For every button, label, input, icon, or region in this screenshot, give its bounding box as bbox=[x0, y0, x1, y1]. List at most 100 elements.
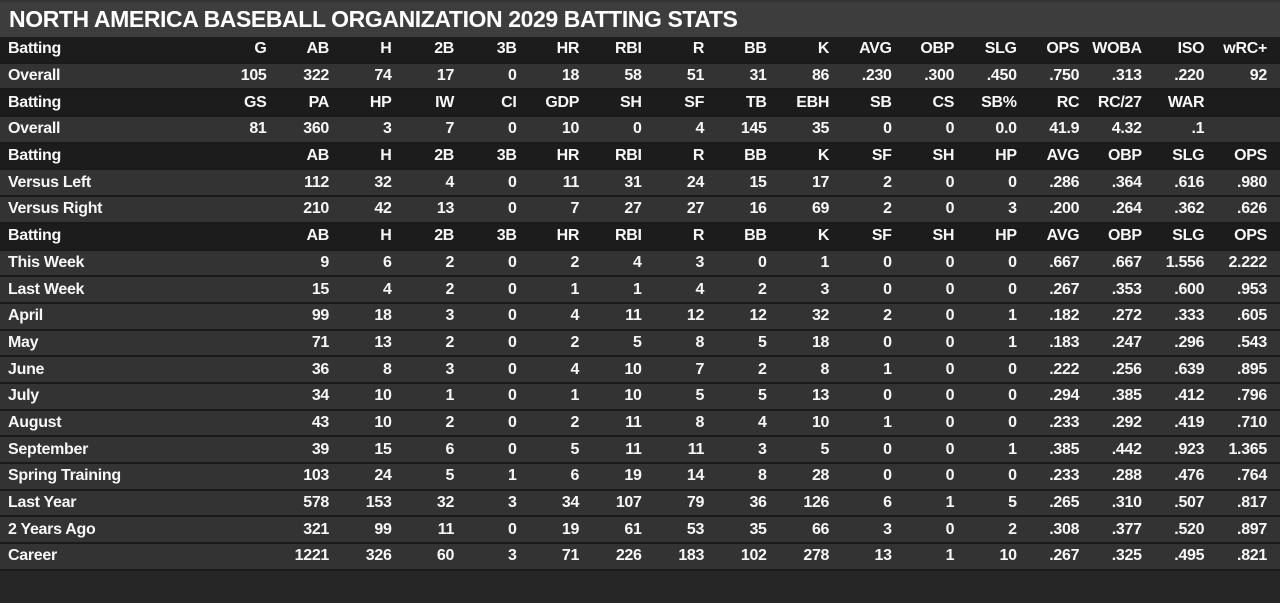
row-label: May bbox=[0, 329, 217, 358]
column-header: GDP bbox=[529, 89, 593, 118]
stat-cell: .442 bbox=[1092, 436, 1155, 464]
stat-cell: 10 bbox=[592, 382, 655, 411]
table-row: July 34 10 1 0 1 10 5 5 13 0 0 0.294.385.412.796 bbox=[0, 382, 1280, 411]
stat-cell: 2 bbox=[404, 329, 468, 358]
stat-cell: 79 bbox=[654, 489, 718, 518]
stat-cell: 4 bbox=[342, 276, 405, 304]
column-header: 3B bbox=[467, 142, 530, 171]
stat-cell: 183 bbox=[654, 543, 718, 571]
stat-cell: 13 bbox=[404, 196, 468, 224]
column-header: SB% bbox=[967, 89, 1030, 118]
row-label: This Week bbox=[0, 249, 217, 278]
stat-cell: .333 bbox=[1154, 302, 1218, 331]
stat-cell: 5 bbox=[717, 382, 780, 411]
stat-cell: 17 bbox=[779, 169, 843, 198]
stat-cell: 3 bbox=[654, 249, 718, 278]
stat-cell: 0.0 bbox=[967, 116, 1030, 144]
stat-cell: 0 bbox=[467, 409, 530, 438]
stat-cell: .256 bbox=[1092, 356, 1155, 384]
stat-cell: .265 bbox=[1029, 489, 1093, 518]
stat-cell bbox=[217, 169, 280, 198]
stat-cell: .543 bbox=[1217, 329, 1280, 358]
column-header: CI bbox=[467, 89, 530, 118]
column-header: HR bbox=[529, 222, 593, 251]
stat-cell: 5 bbox=[717, 329, 780, 358]
column-header: WAR bbox=[1154, 89, 1218, 118]
stat-cell: 41.9 bbox=[1029, 116, 1093, 144]
stat-cell: 86 bbox=[779, 62, 843, 91]
stat-cell: 112 bbox=[279, 169, 343, 198]
stat-cell: 0 bbox=[904, 516, 968, 545]
stat-cell: 5 bbox=[779, 436, 843, 464]
column-header: RC/27 bbox=[1092, 89, 1155, 118]
stat-cell: 326 bbox=[342, 543, 405, 571]
stat-cell: 0 bbox=[467, 62, 530, 91]
column-header: HP bbox=[967, 222, 1030, 251]
column-header: OBP bbox=[1092, 222, 1155, 251]
stat-cell: 0 bbox=[467, 116, 530, 144]
stat-cell: 13 bbox=[779, 382, 843, 411]
row-label: Last Year bbox=[0, 489, 217, 518]
stat-cell: 5 bbox=[592, 329, 655, 358]
stat-cell: 66 bbox=[779, 516, 843, 545]
stat-cell: .288 bbox=[1092, 463, 1155, 491]
stat-cell: .616 bbox=[1154, 169, 1218, 198]
stat-cell: 99 bbox=[342, 516, 405, 545]
stat-cell: 35 bbox=[717, 516, 780, 545]
stat-cell: 58 bbox=[592, 62, 655, 91]
stat-cell: 0 bbox=[904, 249, 968, 278]
stat-cell: 12 bbox=[654, 302, 718, 331]
section-header-label: Batting bbox=[0, 222, 217, 251]
stat-cell: 6 bbox=[342, 249, 405, 278]
stat-cell: .750 bbox=[1029, 62, 1093, 91]
stat-cell: 24 bbox=[654, 169, 718, 198]
column-header: 3B bbox=[467, 222, 530, 251]
stat-cell: 8 bbox=[779, 356, 843, 384]
row-label: Overall bbox=[0, 116, 217, 144]
stat-cell: .233 bbox=[1029, 463, 1093, 491]
stat-cell: 1 bbox=[967, 436, 1030, 464]
stat-cell: .264 bbox=[1092, 196, 1155, 224]
stat-cell: 2 bbox=[842, 196, 905, 224]
table-row: Overall 81 360 3 7 0 10 0 4 145 35 0 0 0.0 41.9 4.32.1 bbox=[0, 116, 1280, 144]
stat-cell: 0 bbox=[967, 409, 1030, 438]
column-header: AVG bbox=[1029, 142, 1093, 171]
stat-cell: 0 bbox=[842, 463, 905, 491]
stat-cell: 31 bbox=[592, 169, 655, 198]
section-header-label: Batting bbox=[0, 142, 217, 171]
stat-cell: 51 bbox=[654, 62, 718, 91]
stat-cell: .923 bbox=[1154, 436, 1218, 464]
stat-cell: 103 bbox=[279, 463, 343, 491]
stat-cell: .600 bbox=[1154, 276, 1218, 304]
stat-cell: 10 bbox=[967, 543, 1030, 571]
stat-cell: 578 bbox=[279, 489, 343, 518]
column-header: BB bbox=[717, 222, 780, 251]
column-header: SH bbox=[904, 142, 968, 171]
stat-cell: 0 bbox=[842, 116, 905, 144]
stat-cell: 74 bbox=[342, 62, 405, 91]
stat-cell: 32 bbox=[404, 489, 468, 518]
table-row: Last Year 578 153 32 3 34 107 79 36 126 6 1 5.265.31… bbox=[0, 489, 1280, 518]
stat-cell: 0 bbox=[904, 276, 968, 304]
stat-cell: 15 bbox=[279, 276, 343, 304]
column-header: IW bbox=[404, 89, 468, 118]
stat-cell: 0 bbox=[467, 196, 530, 224]
column-header: HP bbox=[967, 142, 1030, 171]
stat-cell: 0 bbox=[967, 382, 1030, 411]
column-header bbox=[217, 142, 280, 171]
stat-cell: 2 bbox=[717, 356, 780, 384]
stat-cell: .817 bbox=[1217, 489, 1280, 518]
stat-cell bbox=[1217, 116, 1280, 144]
stat-cell: 3 bbox=[717, 436, 780, 464]
stat-cell: 0 bbox=[842, 329, 905, 358]
stat-cell: .897 bbox=[1217, 516, 1280, 545]
stat-cell: .796 bbox=[1217, 382, 1280, 411]
stat-cell: 322 bbox=[279, 62, 343, 91]
stat-cell: 2 bbox=[404, 276, 468, 304]
column-header: AVG bbox=[842, 37, 905, 64]
stat-cell: 19 bbox=[592, 463, 655, 491]
stat-cell: 43 bbox=[279, 409, 343, 438]
column-header: RBI bbox=[592, 222, 655, 251]
stat-cell: .353 bbox=[1092, 276, 1155, 304]
row-label: July bbox=[0, 382, 217, 411]
